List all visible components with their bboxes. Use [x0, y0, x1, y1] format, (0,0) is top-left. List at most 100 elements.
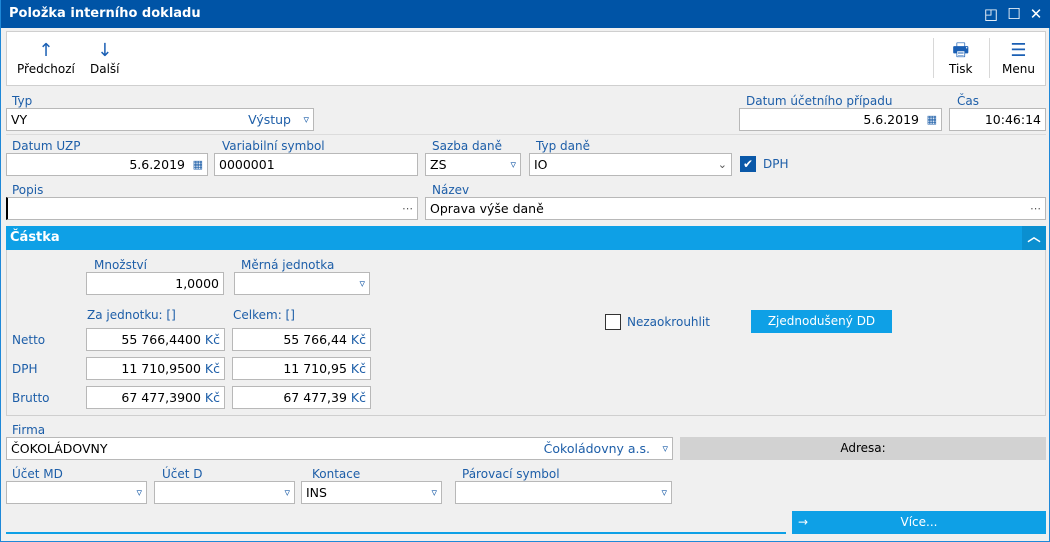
nezaokrouhlit-checkbox[interactable]: [605, 314, 621, 330]
divider: [989, 38, 990, 78]
castka-section: [6, 250, 1046, 416]
typ-suffix: Výstup: [248, 112, 291, 127]
typ-dane-value: IO: [534, 157, 548, 172]
nazev-value: Oprava výše daně: [430, 201, 544, 216]
dropdown-icon[interactable]: ▿: [661, 486, 667, 499]
adresa-button[interactable]: Adresa:: [680, 437, 1046, 460]
currency: Kč: [204, 390, 220, 405]
popis-field[interactable]: ⋯: [6, 197, 418, 220]
ucet-d-field[interactable]: ▿: [154, 481, 295, 504]
typ-value: VY: [11, 112, 28, 127]
kontace-field[interactable]: INS ▿: [301, 481, 442, 504]
nezaokrouhlit-label: Nezaokrouhlit: [627, 315, 710, 329]
cas-field[interactable]: 10:46:14: [949, 108, 1046, 131]
print-button[interactable]: 🖶 Tisk: [949, 40, 973, 76]
zjednoduseny-dd-button[interactable]: Zjednodušený DD: [751, 310, 892, 333]
date-value: 5.6.2019: [129, 157, 185, 172]
divider: [6, 532, 786, 534]
kontace-label: Kontace: [312, 467, 361, 481]
chevron-down-icon[interactable]: ⌄: [717, 158, 727, 171]
typ-dane-label: Typ daně: [536, 139, 590, 153]
dropdown-icon[interactable]: ▿: [359, 277, 365, 290]
netto-unit-field[interactable]: 55 766,4400 Kč: [86, 328, 225, 351]
print-label: Tisk: [949, 62, 973, 76]
brutto-label: Brutto: [12, 391, 50, 405]
dropdown-icon[interactable]: ▿: [431, 486, 437, 499]
cas-label: Čas: [957, 94, 979, 108]
sazba-value: ZS: [430, 157, 447, 172]
popis-label: Popis: [12, 183, 44, 197]
parovaci-symbol-label: Párovací symbol: [462, 467, 560, 481]
window-title: Položka interního dokladu: [1, 0, 1050, 28]
previous-label: Předchozí: [17, 62, 75, 76]
datum-ucetniho-pripadu-field[interactable]: 5.6.2019 ▦: [739, 108, 942, 131]
next-label: Další: [90, 62, 120, 76]
more-icon[interactable]: ⋯: [402, 202, 413, 215]
arrow-up-icon: ↑: [38, 40, 54, 61]
hamburger-icon: ☰: [1010, 40, 1027, 61]
netto-total-field[interactable]: 55 766,44 Kč: [232, 328, 371, 351]
castka-title: Částka: [10, 230, 60, 245]
divider: [933, 38, 934, 78]
dropdown-icon[interactable]: ▿: [284, 486, 290, 499]
menu-button[interactable]: ☰ Menu: [1002, 40, 1035, 76]
arrow-down-icon: ↓: [97, 40, 113, 61]
firma-label: Firma: [12, 423, 46, 437]
firma-field[interactable]: ČOKOLÁDOVNY Čokoládovny a.s. ▿: [6, 437, 673, 460]
dph-checkbox-label: DPH: [763, 157, 789, 171]
typ-field[interactable]: VY Výstup ▿: [6, 108, 314, 131]
value: 67 477,3900: [121, 390, 201, 405]
check-icon: ✔: [742, 157, 754, 171]
datum-ucetniho-pripadu-label: Datum účetního případu: [746, 94, 893, 108]
currency: Kč: [350, 390, 366, 405]
firma-suffix: Čokoládovny a.s.: [543, 441, 650, 456]
value: 55 766,44: [283, 332, 347, 347]
brutto-unit-field[interactable]: 67 477,3900 Kč: [86, 386, 225, 409]
value: INS: [306, 485, 327, 500]
calendar-icon[interactable]: ▦: [926, 113, 937, 126]
nazev-label: Název: [432, 183, 470, 197]
nazev-field[interactable]: Oprava výše daně ⋯: [425, 197, 1046, 220]
dropdown-icon[interactable]: ▿: [662, 442, 668, 455]
value: 67 477,39: [283, 390, 347, 405]
value: 55 766,4400: [121, 332, 201, 347]
sazba-dane-field[interactable]: ZS ▿: [425, 153, 521, 176]
parovaci-symbol-field[interactable]: ▿: [455, 481, 672, 504]
variabilni-symbol-field[interactable]: 0000001: [214, 153, 418, 176]
calendar-icon[interactable]: ▦: [192, 158, 203, 171]
dropdown-icon[interactable]: ▿: [303, 113, 309, 126]
dropdown-icon[interactable]: ▿: [510, 158, 516, 171]
datum-uzp-field[interactable]: 5.6.2019 ▦: [6, 153, 208, 176]
menu-label: Menu: [1002, 62, 1035, 76]
mnozstvi-field[interactable]: 1,0000: [86, 272, 224, 295]
previous-button[interactable]: ↑ Předchozí: [17, 40, 75, 76]
arrow-right-icon: →: [798, 515, 809, 529]
dropdown-icon[interactable]: ▿: [136, 486, 142, 499]
maximize-icon[interactable]: ☐: [1007, 5, 1021, 23]
castka-section-header[interactable]: Částka ︿: [6, 226, 1046, 250]
more-icon[interactable]: ⋯: [1030, 202, 1041, 215]
date-value: 5.6.2019: [863, 112, 919, 127]
celkem-label: Celkem: []: [233, 308, 295, 322]
ucet-md-field[interactable]: ▿: [6, 481, 147, 504]
firma-value: ČOKOLÁDOVNY: [11, 441, 108, 456]
restore-icon[interactable]: ◰: [983, 5, 999, 23]
typ-dane-select[interactable]: IO ⌄: [529, 153, 732, 176]
brutto-total-field[interactable]: 67 477,39 Kč: [232, 386, 371, 409]
za-jednotku-label: Za jednotku: []: [87, 308, 176, 322]
currency: Kč: [350, 361, 366, 376]
dph-checkbox[interactable]: ✔: [740, 156, 756, 172]
merna-jednotka-field[interactable]: ▿: [234, 272, 370, 295]
merna-jednotka-label: Měrná jednotka: [241, 258, 335, 272]
ucet-md-label: Účet MD: [12, 467, 63, 481]
dph-unit-field[interactable]: 11 710,9500 Kč: [86, 357, 225, 380]
collapse-icon[interactable]: ︿: [1022, 226, 1046, 250]
vice-button[interactable]: → Více...: [792, 511, 1046, 534]
netto-label: Netto: [12, 333, 46, 347]
vice-label: Více...: [900, 515, 938, 529]
sazba-dane-label: Sazba daně: [432, 139, 503, 153]
close-icon[interactable]: ✕: [1029, 5, 1043, 23]
next-button[interactable]: ↓ Další: [90, 40, 120, 76]
dph-total-field[interactable]: 11 710,95 Kč: [232, 357, 371, 380]
